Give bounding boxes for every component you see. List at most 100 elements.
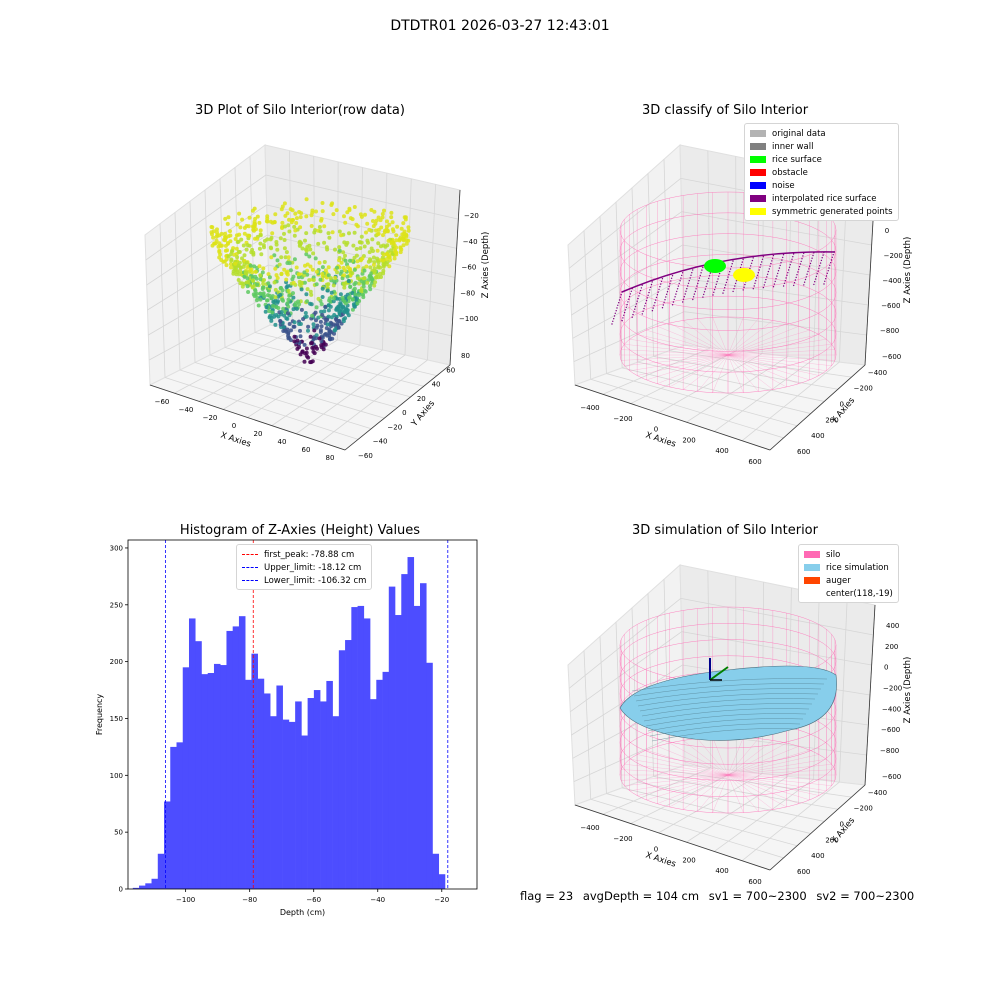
scatter-point [325,322,330,327]
surface-point [741,261,743,263]
scatter-point [219,231,224,236]
x-axis-line [574,384,771,451]
scatter-point [241,264,246,269]
scatter-point [279,255,284,260]
silo-floor-spoke [646,749,729,776]
x-tick-label: −20 [203,414,218,422]
scatter-point [253,216,258,221]
scatter-point [264,219,269,224]
surface-point [677,285,680,287]
scatter-point [347,231,351,236]
surface-point [752,257,754,259]
surface-point [739,266,742,269]
grid-line [296,354,406,435]
scatter-point [337,319,342,324]
scatter-point [387,222,392,227]
z-tick-label: −200 [884,252,903,260]
scatter-point [253,288,258,293]
surface-point [808,265,811,267]
surface-point [686,288,688,290]
surface-point [726,279,728,281]
grid-line [572,277,684,339]
silo-floor-spoke [629,759,729,776]
x-tick-label: −200 [613,415,632,423]
surface-point [707,280,709,282]
surface-point [790,261,792,263]
histogram-bar [201,674,209,889]
x-axis-label: X Axies [644,430,677,449]
scatter-point [245,284,250,289]
surface-point [819,262,822,264]
scatter-point [287,229,292,234]
silo-floor-spoke [727,774,827,791]
grid-line [686,356,789,423]
surface-point [825,278,827,280]
x-axis-label: Depth (cm) [280,908,325,917]
silo-floor-spoke [727,344,832,356]
surface-point [762,256,764,258]
silo-floor-spoke [727,742,787,776]
surface-point [676,290,678,293]
flag-readout: flag = 23 [520,889,574,903]
y-tick-label: 0 [840,401,844,409]
y-tick-label: −200 [854,385,873,393]
surface-point [617,304,619,306]
silo-floor-spoke [629,354,729,371]
surface-point [647,294,649,296]
scatter-point [253,269,258,274]
scatter-point [314,325,319,330]
surface-point [623,314,625,316]
scatter-point [314,269,319,274]
surface-point [819,265,821,267]
scatter-point [270,310,275,315]
surface-point [753,285,755,287]
scatter-point [335,321,340,326]
scatter-point [294,216,299,221]
surface-point [815,275,818,278]
surface-point [771,257,774,259]
scatter-point [325,288,330,293]
grid-line [268,264,454,308]
scatter-point [286,297,291,302]
scatter-point [287,293,292,298]
scatter-point [223,243,228,248]
x-axis-line [149,384,346,451]
surface-point [683,296,685,298]
legend-swatch [804,590,820,597]
surface-point [807,270,809,273]
surface-point [804,278,807,281]
classify-legend: original data inner wall rice surface obsta… [744,123,899,221]
scatter-point [274,242,279,247]
scatter-point [245,265,250,269]
scatter-point [246,290,251,294]
scatter-point [305,299,310,304]
surface-point [787,269,790,271]
surface-point [626,303,628,306]
scatter-point [328,276,333,281]
grid-line [573,311,685,363]
scatter-point [264,305,269,310]
scatter-point [323,304,328,309]
scatter-point [284,316,289,321]
legend-label: inner wall [772,141,814,152]
surface-point [687,285,689,287]
scatter-point [298,215,303,220]
histogram-bar [288,721,296,889]
grid-line [590,378,784,439]
scatter-point [353,292,358,297]
silo-floor-spoke [727,738,759,776]
silo-floor-spoke [727,746,799,776]
silo-floor-spoke [727,749,810,776]
scatter-point [327,296,332,301]
grid-line [630,350,737,404]
scatter-point [350,307,355,312]
surface-point [803,284,805,286]
surface-point [700,272,702,274]
scatter-point [320,312,325,317]
scatter-point [318,330,323,334]
scatter-point [398,250,403,255]
interpolated-surface [611,251,835,325]
histogram-bar [157,853,165,889]
scatter-point [402,215,407,220]
scatter-point [342,299,347,304]
